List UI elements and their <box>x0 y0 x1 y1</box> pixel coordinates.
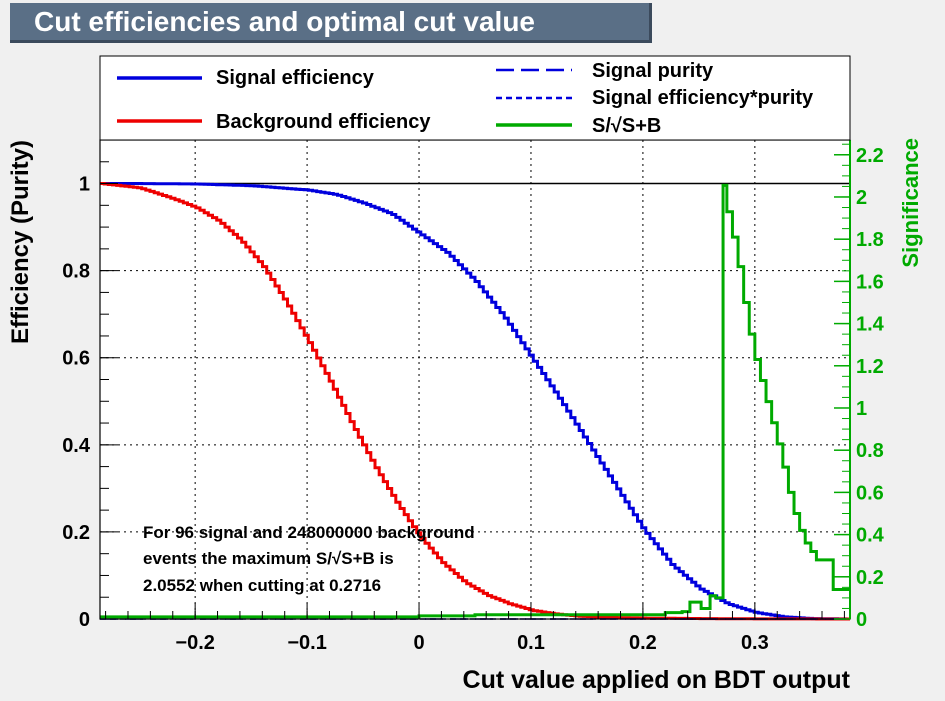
y-tick-label: 0.6 <box>62 348 90 370</box>
annotation-line-2: events the maximum S/√S+B is <box>143 549 394 568</box>
annotation-line-3: 2.0552 when cutting at 0.2716 <box>143 576 381 595</box>
y-tick-label: 0.2 <box>62 522 90 544</box>
y2-tick-label: 0.4 <box>856 525 885 547</box>
y-axis-title: Efficiency (Purity) <box>7 140 34 344</box>
y2-tick-label: 2.2 <box>856 145 884 167</box>
y2-tick-label: 2 <box>856 187 867 209</box>
y2-tick-label: 1 <box>856 398 867 420</box>
x-tick-label: 0.2 <box>629 632 657 654</box>
legend: Signal efficiency Background efficiency … <box>99 55 851 141</box>
y-tick-label: 0 <box>79 609 90 631</box>
legend-entry-signal-eff-purity: Signal efficiency*purity <box>496 87 814 109</box>
y2-tick-label: 0.8 <box>856 440 884 462</box>
x-tick-label: 0.1 <box>517 632 545 654</box>
legend-entry-background-efficiency: Background efficiency <box>117 111 431 133</box>
series-signal-efficiency <box>100 182 850 621</box>
chart-title-bar: Cut efficiencies and optimal cut value <box>10 3 652 43</box>
x-tick-label: −0.2 <box>175 632 214 654</box>
legend-entry-signal-purity: Signal purity <box>496 60 714 82</box>
legend-label-signal-purity: Signal purity <box>592 60 714 82</box>
x-tick-label: 0 <box>413 632 424 654</box>
y2-tick-label: 0.2 <box>856 567 884 589</box>
plot-area <box>100 140 850 619</box>
series-background-efficiency <box>100 182 850 621</box>
y-tick-label: 0.8 <box>62 261 90 283</box>
legend-label-background-efficiency: Background efficiency <box>216 111 431 133</box>
axes: −0.2 −0.1 0 0.1 0.2 0.3 0 0.2 0.4 0.6 0.8 1 0 0.2 0.4 0… <box>62 140 885 654</box>
y2-tick-label: 0.6 <box>856 482 884 504</box>
legend-label-significance: S/√S+B <box>592 115 661 137</box>
optimal-cut-annotation: For 96 signal and 248000000 background e… <box>143 523 475 595</box>
annotation-line-1: For 96 signal and 248000000 background <box>143 523 475 542</box>
y-tick-label: 1 <box>79 174 90 196</box>
y-tick-label: 0.4 <box>62 435 91 457</box>
y2-tick-label: 1.6 <box>856 271 884 293</box>
chart-title: Cut efficiencies and optimal cut value <box>34 6 536 37</box>
legend-label-signal-eff-purity: Signal efficiency*purity <box>592 87 814 109</box>
legend-label-signal-efficiency: Signal efficiency <box>216 67 375 89</box>
y2-tick-label: 0 <box>856 609 867 631</box>
x-tick-label: −0.1 <box>287 632 326 654</box>
x-tick-label: 0.3 <box>741 632 769 654</box>
x-axis-title: Cut value applied on BDT output <box>463 666 851 694</box>
legend-entry-signal-efficiency: Signal efficiency <box>117 67 375 89</box>
y2-tick-label: 1.8 <box>856 229 884 251</box>
y2-tick-label: 1.2 <box>856 356 884 378</box>
legend-entry-significance: S/√S+B <box>496 115 661 137</box>
y2-axis-title: Significance <box>898 138 923 268</box>
y2-tick-label: 1.4 <box>856 314 885 336</box>
